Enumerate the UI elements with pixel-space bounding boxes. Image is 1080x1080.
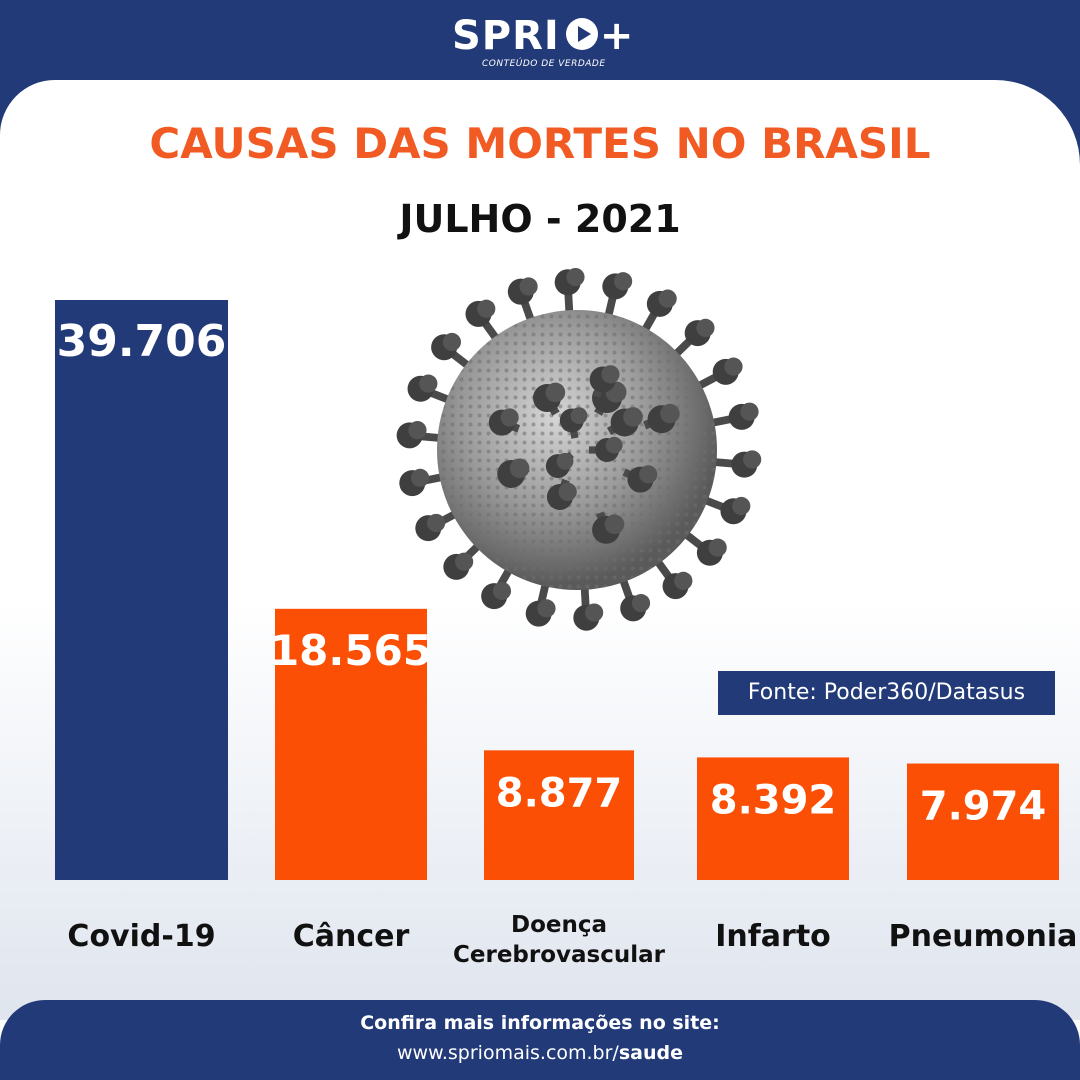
page-title: CAUSAS DAS MORTES NO BRASIL <box>149 119 931 168</box>
virus-spike-head <box>732 496 751 516</box>
virus-spike-head <box>601 365 620 384</box>
page-subtitle: JULHO - 2021 <box>399 197 681 241</box>
virus-spike-head <box>614 272 633 291</box>
coronavirus-image <box>396 267 762 631</box>
virus-spike-head <box>558 482 577 501</box>
bar-3 <box>697 757 849 880</box>
category-label-0: Covid-19 <box>67 919 215 954</box>
bar-value-label-3: 8.392 <box>710 777 837 823</box>
virus-spike-head <box>545 382 566 403</box>
virus-spike-head <box>519 277 538 296</box>
virus-spike-head <box>724 357 743 376</box>
virus-spike-head <box>631 594 651 613</box>
category-label-4: Pneumonia <box>889 919 1078 954</box>
virus-spike-head <box>509 458 530 479</box>
play-icon <box>566 18 598 50</box>
bar-4 <box>907 763 1059 880</box>
virus-spike-head <box>623 407 643 427</box>
virus-spike-head <box>426 513 446 533</box>
virus-spike-head <box>537 599 556 618</box>
virus-spike-head <box>696 318 715 338</box>
brand-logo: SPRI + CONTEÚDO DE VERDADE <box>440 12 640 72</box>
footer-url[interactable]: www.spriomais.com.br/saude <box>0 1042 1080 1064</box>
virus-spike-head <box>442 332 462 352</box>
footer-url-bold: saude <box>618 1042 683 1064</box>
bar-2 <box>484 750 634 880</box>
virus-spike-head <box>660 403 680 424</box>
virus-spike-head <box>639 465 658 484</box>
virus-spike-head <box>455 552 474 571</box>
footer: Confira mais informações no site: www.sp… <box>0 1000 1080 1080</box>
virus-spike-head <box>477 299 496 318</box>
footer-url-prefix: www.spriomais.com.br/ <box>396 1042 619 1064</box>
virus-spike-head <box>674 571 693 590</box>
bar-value-label-4: 7.974 <box>920 784 1047 830</box>
virus-spike-head <box>605 436 623 454</box>
category-label-3: Infarto <box>715 919 831 954</box>
brand-name: SPRI + <box>452 13 635 59</box>
virus-spike-head <box>556 452 574 470</box>
category-label-2-line-1: Cerebrovascular <box>453 942 666 968</box>
virus-spike-head <box>500 408 519 427</box>
virus-spike-head <box>410 468 430 488</box>
bar-1 <box>275 608 427 880</box>
bar-value-label-1: 18.565 <box>270 626 432 675</box>
virus-spike-head <box>740 402 759 421</box>
virus-spike-head <box>604 514 625 535</box>
virus-spike-head <box>570 407 588 425</box>
virus-spike-head <box>408 421 427 440</box>
source-badge: Fonte: Poder360/Datasus <box>718 671 1055 715</box>
virus-spike-head <box>708 538 727 557</box>
virus-spike-head <box>658 289 677 308</box>
virus-spike-head <box>566 267 585 287</box>
footer-text: Confira mais informações no site: <box>360 1012 720 1034</box>
virus-spike-head <box>492 581 512 601</box>
bar-0 <box>55 300 228 880</box>
virus-spike-head <box>585 603 604 622</box>
virus-spike-head <box>743 450 762 469</box>
bar-value-label-0: 39.706 <box>57 316 227 367</box>
brand-tagline: CONTEÚDO DE VERDADE <box>482 59 606 69</box>
bar-value-label-2: 8.877 <box>496 770 623 816</box>
category-label-1: Câncer <box>293 919 410 954</box>
virus-spike-head <box>419 374 438 393</box>
category-label-2-line-0: Doença <box>511 912 607 938</box>
